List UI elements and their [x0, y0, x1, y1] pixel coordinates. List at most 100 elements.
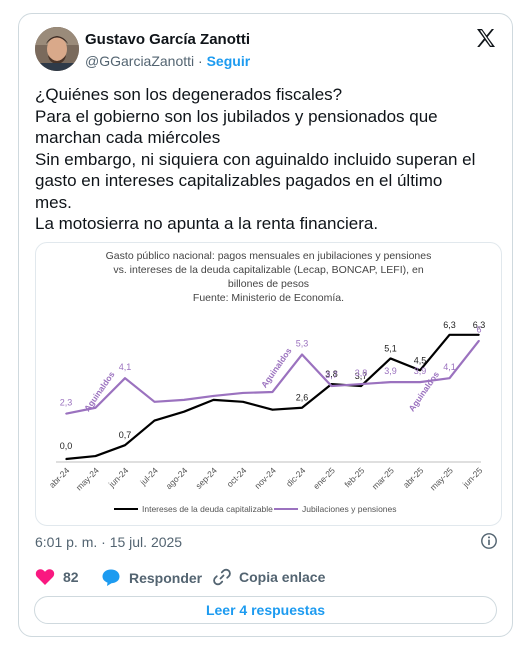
x-tick-label: jun-24 — [106, 465, 131, 490]
chart-title-line: Gasto público nacional: pagos mensuales … — [105, 250, 432, 262]
x-tick-label: may-24 — [74, 465, 101, 492]
link-icon — [213, 568, 231, 586]
chart-title: Gasto público nacional: pagos mensuales … — [36, 249, 501, 305]
author-name[interactable]: Gustavo García Zanotti — [85, 31, 251, 48]
data-point — [478, 339, 480, 342]
data-point — [271, 408, 274, 411]
chart-image[interactable]: Gasto público nacional: pagos mensuales … — [35, 242, 502, 526]
avatar[interactable] — [35, 27, 79, 71]
x-tick-label: jun-25 — [460, 465, 485, 490]
data-label: 0,7 — [119, 430, 132, 440]
data-label: 5,1 — [384, 343, 397, 353]
data-point — [212, 399, 215, 401]
reply-button[interactable]: Responder — [101, 568, 202, 587]
annotation-label: Aguinaldos — [259, 346, 294, 390]
data-label: 3,8 — [325, 369, 338, 379]
data-point — [183, 410, 185, 413]
tweet-text: ¿Quiénes son los degenerados fiscales? P… — [35, 84, 505, 235]
data-point — [360, 383, 362, 385]
data-point — [242, 401, 244, 403]
x-tick-label: jul-24 — [137, 465, 160, 488]
data-point — [153, 401, 156, 403]
data-label: 4,1 — [443, 362, 456, 372]
x-tick-label: dic-24 — [284, 465, 308, 489]
tweet-line: marchan cada miércoles — [35, 128, 221, 147]
tweet-line: ¿Quiénes son los degenerados fiscales? — [35, 85, 343, 104]
data-label: 4,1 — [119, 362, 132, 372]
heart-icon — [35, 569, 55, 585]
data-label: 3,9 — [414, 366, 427, 376]
tweet-card: Gustavo García Zanotti @GGarciaZanotti ·… — [18, 13, 513, 637]
chart-title-line: billones de pesos — [227, 278, 310, 290]
data-point — [65, 412, 67, 415]
copy-link-label: Copia enlace — [239, 569, 326, 585]
tweet-line: mes. — [35, 192, 72, 212]
legend-label: Intereses de la deuda capitalizable — [142, 504, 273, 514]
author-handle-row: @GGarciaZanotti · Seguir — [85, 53, 250, 69]
follow-button[interactable]: Seguir — [206, 53, 251, 69]
x-tick-label: sep-24 — [193, 465, 219, 491]
copy-link-button[interactable]: Copia enlace — [213, 568, 325, 586]
legend-label: Jubilaciones y pensiones — [302, 504, 397, 514]
tweet-line: Para el gobierno son los jubilados y pen… — [35, 106, 438, 126]
data-point — [124, 377, 126, 379]
data-point — [301, 406, 303, 409]
data-label: 3,7 — [325, 370, 338, 380]
read-replies-button[interactable]: Leer 4 respuestas — [34, 596, 497, 624]
data-label: 4,5 — [414, 355, 427, 365]
data-point — [419, 381, 421, 383]
data-point — [212, 395, 215, 397]
x-tick-label: ene-25 — [311, 465, 337, 491]
data-label: 3,9 — [384, 366, 397, 376]
data-point — [448, 377, 451, 379]
data-label: 6 — [476, 325, 481, 335]
timestamp[interactable]: 6:01 p. m. · 15 jul. 2025 — [35, 534, 183, 550]
data-point — [389, 381, 392, 383]
like-count: 82 — [63, 569, 79, 585]
data-label: 3,8 — [355, 368, 368, 378]
data-label: 2,3 — [60, 398, 73, 408]
info-icon[interactable] — [480, 532, 498, 550]
data-point — [65, 458, 67, 460]
data-point — [448, 334, 451, 336]
x-tick-label: ago-24 — [164, 465, 190, 491]
x-tick-label: feb-25 — [342, 465, 366, 489]
x-tick-label: oct-24 — [225, 465, 249, 489]
data-label: 3,7 — [355, 371, 368, 381]
tweet-line: La motosierra no apunta a la renta finan… — [35, 214, 379, 233]
data-point — [124, 444, 126, 446]
x-tick-label: abr-24 — [47, 465, 72, 490]
x-tick-label: nov-24 — [252, 465, 278, 491]
chart-title-line: Fuente: Ministerio de Economía. — [192, 292, 345, 304]
data-point — [271, 391, 274, 393]
data-point — [94, 455, 97, 457]
data-point — [478, 334, 480, 336]
data-point — [360, 385, 362, 387]
x-tick-label: abr-25 — [401, 465, 426, 490]
data-point — [153, 419, 156, 422]
data-label: 0,0 — [60, 441, 73, 451]
data-point — [183, 399, 185, 401]
like-button[interactable]: 82 — [35, 568, 79, 586]
data-point — [389, 357, 392, 360]
data-point — [419, 369, 421, 372]
x-tick-label: may-25 — [428, 465, 455, 492]
data-point — [94, 406, 97, 409]
tweet-line: gasto en intereses capitalizables pagado… — [35, 171, 443, 190]
data-label: 5,3 — [296, 339, 309, 349]
tweet-line: Sin embargo, ni siquiera con aguinaldo i… — [35, 149, 476, 169]
x-logo-icon[interactable] — [474, 26, 498, 50]
data-label: 2,6 — [296, 393, 309, 403]
reply-label: Responder — [129, 569, 203, 586]
x-tick-label: mar-25 — [370, 465, 396, 491]
data-label: 6,3 — [473, 320, 486, 330]
data-label: 6,3 — [443, 320, 456, 330]
chart-title-line: vs. intereses de la deuda capitalizable … — [113, 264, 424, 276]
separator-dot: · — [198, 53, 203, 69]
data-point — [330, 385, 333, 387]
line-chart: abr-24 may-24 jun-24 jul-24 ago-24 sep-24 oct-… — [47, 320, 486, 514]
reply-bubble-icon — [102, 569, 120, 586]
author-handle[interactable]: @GGarciaZanotti — [85, 53, 195, 69]
data-point — [301, 353, 303, 356]
data-point — [242, 392, 244, 394]
